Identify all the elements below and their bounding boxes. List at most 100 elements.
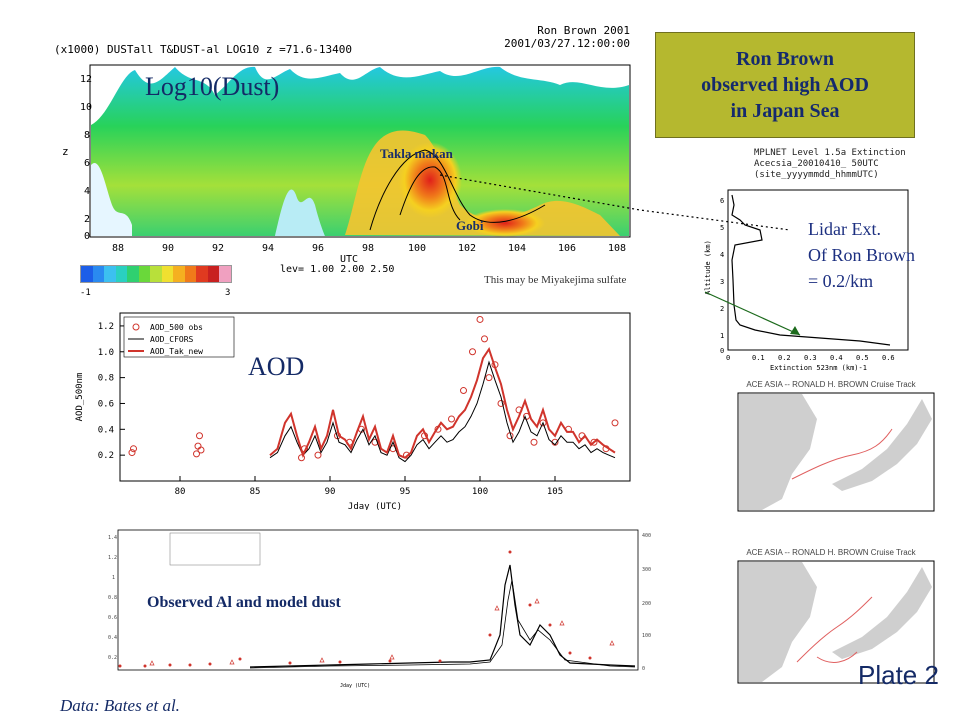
white-gap-mid: [275, 189, 325, 236]
aod-obs-point: [130, 445, 137, 453]
y-tick-label: 0.6: [98, 399, 114, 409]
run-title-line1: Ron Brown 2001: [537, 24, 630, 37]
y-axis-label: z: [62, 145, 69, 158]
lidar-annotation-line2: Of Ron Brown: [808, 245, 915, 265]
al-panel-label: Observed Al and model dust: [147, 594, 341, 611]
taklamakan-label: Takla makan: [380, 146, 453, 161]
lidar-title-line3: (site_yyyymmdd_hhmmUTC): [754, 170, 879, 180]
svg-text:0.4: 0.4: [108, 635, 117, 641]
x-tick-label: 100: [472, 487, 488, 497]
sulfate-note: This may be Miyakejima sulfate: [484, 274, 627, 286]
svg-text:0.3: 0.3: [804, 354, 817, 362]
sulfate-arrow: [704, 291, 801, 336]
svg-text:3: 3: [720, 278, 724, 286]
aod-obs-point: [196, 432, 203, 440]
y-tick-label: 1.0: [98, 348, 114, 358]
dust-field: [91, 66, 629, 236]
map-1-track: [791, 428, 893, 480]
uvdust-markers: [149, 598, 615, 666]
white-gap-left: [91, 163, 132, 236]
svg-text:0: 0: [726, 354, 730, 362]
al-legend-box: [169, 532, 261, 566]
lidar-extinction-curve: [731, 194, 891, 346]
map-2-land: [739, 562, 817, 682]
y-tick-label: 1.2: [98, 322, 114, 332]
dust-core-gobi: [465, 209, 545, 237]
run-title-line2: 2001/03/27.12:00:00: [504, 37, 630, 50]
aod-obs-point: [128, 449, 136, 457]
svg-text:0: 0: [720, 347, 724, 355]
svg-text:4: 4: [720, 251, 724, 259]
lidar-annotation-line3: = 0.2/km: [808, 271, 874, 291]
aod-obs-point: [197, 446, 205, 454]
al-dust-chart: 1.4 1.2 1 0.8 0.6 0.4 0.2 400 300 200 100 0 Jday …: [108, 529, 651, 689]
data-credit: Data: Bates et al.: [60, 696, 180, 715]
svg-text:1.2: 1.2: [108, 555, 117, 561]
svg-text:102: 102: [458, 243, 476, 254]
colorbar: [80, 265, 232, 283]
aod-obs-point: [497, 399, 505, 407]
y-tick-label: 0.2: [98, 451, 114, 461]
lidar-frame: [727, 189, 909, 351]
callout-box: Ron Brown observed high AOD in Japan Sea: [655, 32, 915, 138]
svg-text:0.5: 0.5: [856, 354, 869, 362]
legend-entry: AOD_500 obs: [150, 323, 203, 332]
field-title: (x1000) DUSTall T&DUST-al LOG10 z =71.6-…: [54, 43, 353, 56]
svg-text:1: 1: [720, 332, 724, 340]
x-tick-label: 95: [400, 487, 411, 497]
lidar-title: MPLNET Level 1.5a Extinction Acecsia_200…: [754, 148, 906, 181]
aod-obs-point: [314, 451, 322, 459]
svg-text:6: 6: [720, 197, 724, 205]
cruise-map-2: ACE ASIA -- RONALD H. BROWN Cruise Track: [722, 548, 940, 698]
sulfate-arrowhead: [790, 326, 800, 335]
svg-text:8: 8: [84, 130, 90, 141]
x-tick-label: 80: [175, 487, 186, 497]
svg-text:0.4: 0.4: [830, 354, 843, 362]
x-tick-label: 90: [325, 487, 336, 497]
aod-obs-point: [298, 454, 305, 462]
lidar-title-line1: MPLNET Level 1.5a Extinction: [754, 148, 906, 158]
aod-panel-label: AOD: [248, 352, 305, 381]
svg-text:400: 400: [642, 533, 651, 539]
aod-tak-new-line: [269, 346, 616, 459]
svg-text:1: 1: [112, 575, 115, 581]
map-2-graphic: [737, 560, 935, 684]
svg-text:0: 0: [642, 666, 645, 672]
svg-text:108: 108: [608, 243, 626, 254]
svg-text:92: 92: [212, 243, 224, 254]
svg-text:200: 200: [642, 601, 651, 607]
gobi-label: Gobi: [456, 218, 484, 233]
dotted-connector: [439, 174, 791, 231]
al-xlabel: Jday (UTC): [340, 683, 370, 689]
aod-obs-point: [485, 374, 493, 382]
svg-text:100: 100: [642, 633, 651, 639]
cruise-map-1: ACE ASIA -- RONALD H. BROWN Cruise Track: [722, 380, 940, 525]
lidar-title-line2: Acecsia_20010410_ 50UTC: [754, 159, 879, 169]
aod-obs-point: [590, 438, 598, 446]
lidar-annotation: Lidar Ext. Of Ron Brown = 0.2/km: [808, 216, 915, 294]
svg-text:106: 106: [558, 243, 576, 254]
svg-text:0.2: 0.2: [778, 354, 791, 362]
lidar-annotation-line1: Lidar Ext.: [808, 219, 881, 239]
aod-obs-point: [460, 387, 467, 395]
map-1-japan: [832, 399, 932, 491]
contour-line: [369, 149, 546, 231]
aod-obs-point: [193, 450, 200, 458]
map-title-2: ACE ASIA -- RONALD H. BROWN Cruise Track: [746, 548, 916, 557]
lidar-ylabel: Altitude (km): [704, 240, 712, 295]
lidar-xlabel: Extinction 523nm (km)-1: [770, 364, 867, 372]
map-1-land: [739, 394, 817, 510]
lidar-profile: 6 5 4 3 2 1 0 0 0.1 0.2 0.3 0.4 0.5 0.6 Extinction…: [704, 189, 909, 372]
svg-text:10: 10: [80, 102, 92, 113]
svg-text:98: 98: [362, 243, 374, 254]
svg-text:1.4: 1.4: [108, 535, 117, 541]
svg-text:12: 12: [80, 74, 92, 85]
aod-obs-point: [476, 315, 484, 323]
legend-entry: AOD_CFORS: [150, 335, 194, 344]
contour-line-2: [399, 166, 461, 221]
aod-obs-point: [481, 335, 488, 343]
svg-text:300: 300: [642, 567, 651, 573]
callout-line3: in Japan Sea: [730, 100, 840, 122]
x-axis-label: UTC: [340, 254, 358, 265]
